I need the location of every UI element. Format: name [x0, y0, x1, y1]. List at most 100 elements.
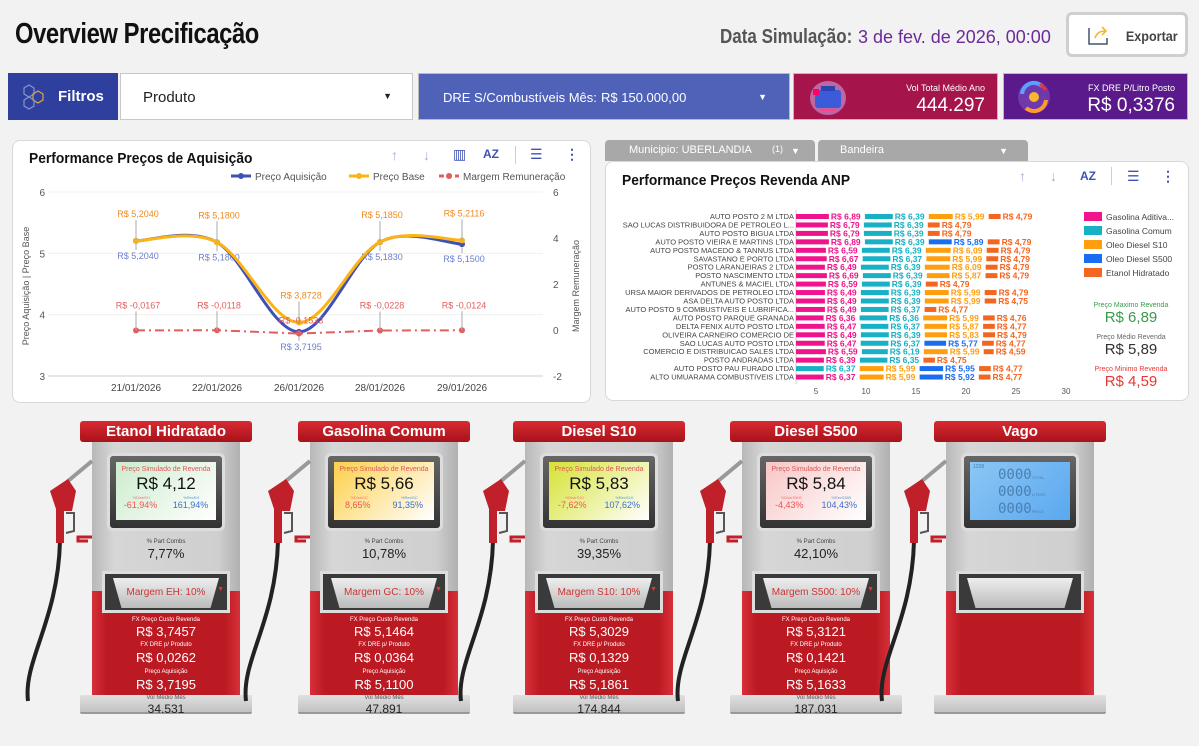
chevron-down-icon[interactable]: ▼	[435, 586, 442, 593]
bar-value-label: R$ 6,39	[891, 330, 921, 340]
more-options-icon[interactable]: ⋮	[1161, 168, 1175, 184]
row-label: OLIVEIRA CARNEIRO COMERCIO DE	[662, 330, 794, 339]
fuel-nozzle-icon	[675, 459, 744, 702]
filter-icon[interactable]: ☰	[530, 146, 543, 162]
bar-value-label: R$ 4,79	[997, 330, 1027, 340]
pump-diesel-s500: Diesel S500 Preço Simulado de Revenda R$ 5…	[675, 421, 902, 716]
sort-az-icon[interactable]: AZ	[483, 147, 499, 161]
bar-segment	[796, 349, 826, 355]
row-label: AUTO POSTO PAU FURADO LTDA	[674, 364, 794, 373]
screen-title: Preço Simulado de Revenda	[771, 466, 861, 473]
custo-label: FX Preço Custo Revenda	[131, 617, 201, 623]
custo-value: R$ 5,1464	[354, 624, 414, 639]
rev-label: %RevS500	[831, 495, 852, 500]
acquisition-line-chart: 3 4 5 6 -2 0 2 4 6 21/01/2026 22/01/2026 26/01/2026…	[21, 172, 581, 394]
vago-unit: LITERS	[1031, 492, 1046, 497]
distr-value: 8,65%	[344, 500, 371, 510]
export-button[interactable]: Exportar	[1066, 12, 1188, 57]
produto-dropdown[interactable]: Produto ▼	[120, 73, 413, 120]
row-label: POSTO NASCIMENTO LTDA	[695, 271, 794, 280]
rev-value: 107,62%	[604, 500, 641, 510]
toolbar-divider	[1111, 167, 1112, 185]
more-options-icon[interactable]: ⋮	[565, 146, 579, 162]
simulation-date-label: Data Simulação:	[720, 26, 853, 48]
sort-up-icon[interactable]: ↑	[391, 147, 398, 163]
legend-marker	[238, 173, 244, 179]
part-value: 7,77%	[147, 546, 185, 561]
bar-value-label: R$ 6,89	[831, 212, 861, 222]
bar-value-label: R$ 5,87	[952, 271, 982, 281]
data-point	[377, 327, 383, 334]
bar-segment	[978, 374, 991, 380]
screen-title: Preço Simulado de Revenda	[554, 466, 644, 473]
legend-label: Margem Remuneração	[463, 172, 566, 183]
bar-segment	[796, 273, 827, 279]
margin-dropdown[interactable]: Margem GC: 10%	[331, 578, 437, 608]
fuel-nozzle-icon	[879, 459, 948, 702]
chevron-down-icon[interactable]: ▼	[217, 586, 224, 593]
chevron-down-icon[interactable]: ▼	[867, 586, 874, 593]
dre-dropdown[interactable]: DRE S/Combustíveis Mês: R$ 150.000,00 ▼	[418, 73, 790, 120]
bar-segment	[982, 340, 994, 346]
sort-up-icon[interactable]: ↑	[1019, 168, 1026, 184]
x-tick-label: 22/01/2026	[192, 383, 242, 394]
price-display: Preço Simulado de Revenda R$ 4,12 %DistrEH…	[107, 453, 225, 531]
data-label: R$ -0,0167	[116, 300, 161, 310]
distr-label: %DistrEH	[132, 495, 150, 500]
price-display: Preço Simulado de Revenda R$ 5,83 %DistrS1…	[540, 453, 658, 531]
data-label: R$ 5,2040	[117, 251, 159, 261]
bar-value-label: R$ 4,59	[996, 347, 1026, 357]
margin-dropdown[interactable]: Margem S10: 10%	[546, 578, 652, 608]
bar-value-label: R$ 6,49	[827, 330, 857, 340]
bar-value-label: R$ 6,09	[953, 245, 983, 255]
rev-label: %RevEH	[183, 495, 200, 500]
row-label: DELTA FENIX AUTO POSTO LTDA	[676, 322, 794, 331]
sort-az-icon[interactable]: AZ	[1080, 169, 1096, 183]
pump-etanol-hidratado: Etanol Hidratado Preço Simulado de Revend…	[25, 421, 252, 716]
bar-value-label: R$ 6,39	[894, 228, 924, 238]
bar-segment	[984, 298, 997, 304]
bar-segment	[796, 239, 829, 245]
bar-value-label: R$ 6,49	[827, 262, 857, 272]
filter-icon[interactable]: ☰	[1127, 168, 1140, 184]
bar-value-label: R$ 6,39	[895, 212, 925, 222]
acquisition-chart-card: Performance Preços de Aquisição ↑ ↓ ▥ AZ…	[12, 140, 591, 403]
legend-label: Etanol Hidratado	[1106, 268, 1170, 278]
bar-value-label: R$ 4,79	[942, 228, 972, 238]
bar-value-label: R$ 6,89	[831, 237, 861, 247]
filters-label: Filtros	[58, 88, 104, 105]
bar-segment	[864, 239, 893, 245]
simulated-price: R$ 5,84	[786, 474, 846, 493]
vol-total-label: Vol Total Médio Ano	[906, 83, 985, 93]
chevron-down-icon[interactable]: ▼	[650, 586, 657, 593]
bar-value-label: R$ 5,99	[955, 212, 985, 222]
municipio-filter[interactable]: Municipio: UBERLANDIA (1) ▼	[605, 140, 815, 161]
bar-segment	[860, 290, 889, 296]
legend-swatch	[1084, 226, 1102, 235]
bar-segment	[924, 306, 937, 312]
bandeira-filter[interactable]: Bandeira ▼	[818, 140, 1028, 161]
pump-base	[80, 695, 252, 714]
y-tick-label: 6	[39, 188, 45, 199]
data-label: R$ -0,0124	[442, 300, 487, 310]
bar-value-label: R$ 5,99	[950, 347, 980, 357]
margin-dropdown[interactable]: Margem EH: 10%	[113, 578, 219, 608]
bar-segment	[796, 357, 824, 363]
sort-down-icon[interactable]: ↓	[423, 147, 430, 163]
chart-settings-icon[interactable]: ▥	[453, 146, 467, 162]
data-label: R$ 5,1830	[361, 252, 403, 262]
filters-button[interactable]: Filtros	[8, 73, 118, 120]
margin-dropdown[interactable]: Margem S500: 10%	[763, 578, 869, 608]
y2-tick-label: 4	[553, 234, 559, 245]
chevron-down-icon: ▼	[999, 146, 1008, 156]
bar-value-label: R$ 6,39	[891, 296, 921, 306]
sort-down-icon[interactable]: ↓	[1050, 168, 1057, 184]
bar-value-label: R$ 5,77	[948, 338, 978, 348]
bar-segment	[862, 256, 891, 262]
vago-digits: 0000	[998, 467, 1032, 483]
bar-segment	[979, 366, 991, 372]
vago-code: 1208	[973, 464, 985, 470]
bar-segment	[919, 366, 944, 372]
y2-tick-label: -2	[553, 372, 562, 383]
bar-value-label: R$ 5,89	[954, 237, 984, 247]
